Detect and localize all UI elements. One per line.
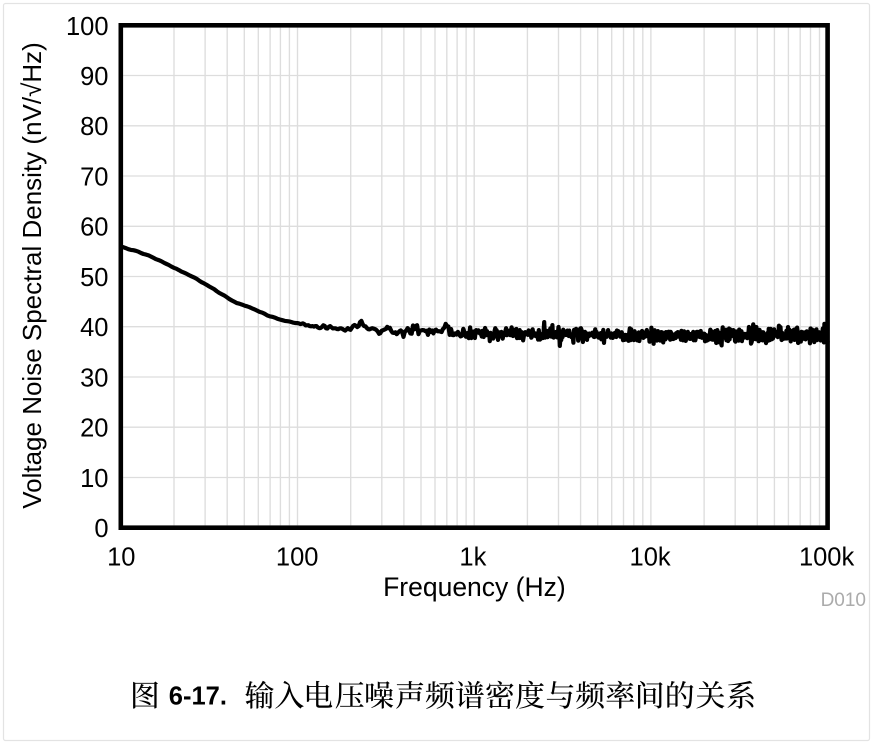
svg-text:100: 100 — [276, 544, 319, 572]
svg-text:0: 0 — [94, 515, 108, 543]
svg-text:90: 90 — [80, 63, 108, 91]
svg-text:30: 30 — [80, 364, 108, 392]
svg-text:40: 40 — [80, 314, 108, 342]
svg-text:50: 50 — [80, 264, 108, 292]
svg-text:Voltage Noise Spectral Density: Voltage Noise Spectral Density (nV/√Hz) — [17, 42, 47, 509]
svg-text:100: 100 — [66, 13, 109, 41]
svg-text:10: 10 — [107, 544, 135, 572]
svg-text:10k: 10k — [630, 544, 671, 572]
svg-text:20: 20 — [80, 415, 108, 443]
svg-text:80: 80 — [80, 113, 108, 141]
svg-text:1k: 1k — [459, 544, 486, 572]
svg-text:D010: D010 — [821, 590, 866, 611]
svg-text:10: 10 — [80, 465, 108, 493]
svg-text:100k: 100k — [799, 544, 855, 572]
svg-text:70: 70 — [80, 164, 108, 192]
svg-text:60: 60 — [80, 214, 108, 242]
svg-text:Frequency (Hz): Frequency (Hz) — [383, 572, 566, 602]
svg-text:6-17.: 6-17. — [169, 683, 227, 711]
